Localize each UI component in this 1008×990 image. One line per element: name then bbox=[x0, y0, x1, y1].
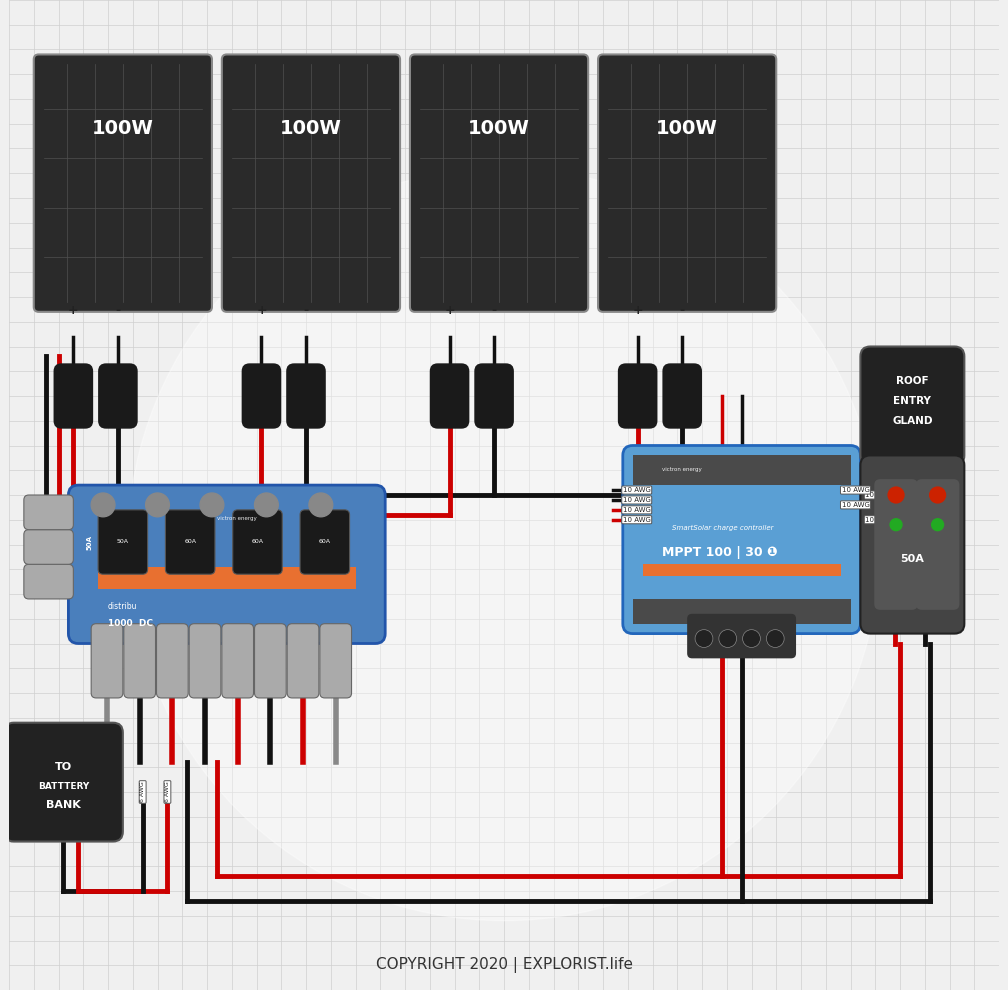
Text: 50A: 50A bbox=[900, 554, 924, 564]
Text: ENTRY: ENTRY bbox=[893, 396, 931, 406]
Text: victron energy: victron energy bbox=[217, 516, 257, 521]
Circle shape bbox=[743, 630, 760, 647]
Circle shape bbox=[309, 493, 333, 517]
Text: +: + bbox=[445, 304, 455, 317]
Circle shape bbox=[91, 493, 115, 517]
Circle shape bbox=[200, 493, 224, 517]
Circle shape bbox=[888, 487, 904, 503]
Text: 50A: 50A bbox=[117, 539, 129, 545]
Text: 100W: 100W bbox=[468, 119, 530, 139]
Circle shape bbox=[696, 630, 713, 647]
FancyBboxPatch shape bbox=[623, 446, 861, 634]
Text: ROOF: ROOF bbox=[896, 376, 928, 386]
Text: -: - bbox=[492, 304, 497, 317]
Text: victron energy: victron energy bbox=[662, 467, 703, 472]
Text: +: + bbox=[68, 304, 79, 317]
Text: SmartSolar charge controller: SmartSolar charge controller bbox=[672, 525, 774, 531]
FancyBboxPatch shape bbox=[320, 624, 352, 698]
FancyBboxPatch shape bbox=[691, 469, 753, 521]
Circle shape bbox=[145, 493, 169, 517]
Text: BANK: BANK bbox=[46, 800, 81, 810]
Text: 10 AWG: 10 AWG bbox=[865, 517, 893, 523]
Text: 10 AWG: 10 AWG bbox=[623, 507, 651, 513]
FancyBboxPatch shape bbox=[691, 494, 753, 545]
FancyBboxPatch shape bbox=[242, 363, 281, 429]
Text: 10 AWG: 10 AWG bbox=[623, 487, 651, 493]
FancyBboxPatch shape bbox=[24, 495, 74, 530]
Circle shape bbox=[931, 519, 943, 531]
FancyBboxPatch shape bbox=[475, 363, 514, 429]
Text: distribu: distribu bbox=[108, 602, 137, 611]
Text: 60A: 60A bbox=[184, 539, 197, 545]
FancyBboxPatch shape bbox=[33, 54, 212, 312]
FancyBboxPatch shape bbox=[861, 455, 965, 634]
FancyBboxPatch shape bbox=[98, 510, 147, 574]
FancyBboxPatch shape bbox=[821, 500, 861, 540]
FancyBboxPatch shape bbox=[916, 479, 960, 610]
Circle shape bbox=[766, 630, 784, 647]
FancyBboxPatch shape bbox=[254, 624, 286, 698]
Text: 10 AWG: 10 AWG bbox=[842, 502, 869, 508]
Text: BATTTERY: BATTTERY bbox=[38, 781, 89, 791]
FancyBboxPatch shape bbox=[69, 485, 385, 644]
Bar bbox=[633, 599, 851, 624]
Text: 10 AWG: 10 AWG bbox=[842, 487, 869, 493]
FancyBboxPatch shape bbox=[821, 475, 861, 515]
Text: 60A: 60A bbox=[251, 539, 263, 545]
Bar bbox=[633, 455, 851, 485]
Bar bbox=[98, 567, 356, 589]
Text: -: - bbox=[679, 304, 684, 317]
FancyBboxPatch shape bbox=[190, 624, 221, 698]
FancyBboxPatch shape bbox=[24, 564, 74, 599]
FancyBboxPatch shape bbox=[300, 510, 350, 574]
Text: 6 AWG: 6 AWG bbox=[140, 782, 145, 802]
FancyBboxPatch shape bbox=[687, 614, 796, 658]
Circle shape bbox=[929, 487, 946, 503]
Text: 60A: 60A bbox=[319, 539, 331, 545]
FancyBboxPatch shape bbox=[287, 624, 319, 698]
FancyBboxPatch shape bbox=[429, 363, 470, 429]
Text: 100W: 100W bbox=[280, 119, 342, 139]
FancyBboxPatch shape bbox=[598, 54, 776, 312]
FancyBboxPatch shape bbox=[233, 510, 282, 574]
Text: COPYRIGHT 2020 | EXPLORIST.life: COPYRIGHT 2020 | EXPLORIST.life bbox=[376, 957, 632, 973]
Text: 50A: 50A bbox=[87, 536, 92, 550]
Circle shape bbox=[890, 519, 902, 531]
Text: 10 AWG: 10 AWG bbox=[865, 492, 893, 498]
Text: MPPT 100 | 30 ❶: MPPT 100 | 30 ❶ bbox=[662, 546, 778, 559]
Text: +: + bbox=[256, 304, 267, 317]
Text: -: - bbox=[303, 304, 308, 317]
Circle shape bbox=[719, 630, 737, 647]
FancyBboxPatch shape bbox=[124, 624, 155, 698]
Text: -: - bbox=[115, 304, 121, 317]
Text: TO: TO bbox=[54, 762, 72, 772]
FancyBboxPatch shape bbox=[286, 363, 326, 429]
FancyBboxPatch shape bbox=[53, 363, 93, 429]
FancyBboxPatch shape bbox=[156, 624, 188, 698]
FancyBboxPatch shape bbox=[874, 479, 918, 610]
Text: 6 AWG: 6 AWG bbox=[165, 782, 170, 802]
Text: 1000  DC: 1000 DC bbox=[108, 619, 153, 628]
FancyBboxPatch shape bbox=[165, 510, 215, 574]
FancyBboxPatch shape bbox=[24, 530, 74, 564]
FancyBboxPatch shape bbox=[861, 346, 965, 465]
Bar bbox=[643, 564, 841, 576]
FancyBboxPatch shape bbox=[91, 624, 123, 698]
Text: 10 AWG: 10 AWG bbox=[623, 497, 651, 503]
FancyBboxPatch shape bbox=[222, 54, 400, 312]
Text: 10 AWG: 10 AWG bbox=[623, 517, 651, 523]
Text: 100W: 100W bbox=[92, 119, 154, 139]
Text: GLAND: GLAND bbox=[892, 416, 932, 426]
Circle shape bbox=[128, 168, 880, 921]
FancyBboxPatch shape bbox=[662, 363, 702, 429]
FancyBboxPatch shape bbox=[4, 723, 123, 841]
Text: +: + bbox=[632, 304, 643, 317]
Text: 100W: 100W bbox=[656, 119, 718, 139]
FancyBboxPatch shape bbox=[618, 363, 657, 429]
FancyBboxPatch shape bbox=[98, 363, 138, 429]
Circle shape bbox=[254, 493, 278, 517]
FancyBboxPatch shape bbox=[410, 54, 588, 312]
FancyBboxPatch shape bbox=[222, 624, 254, 698]
